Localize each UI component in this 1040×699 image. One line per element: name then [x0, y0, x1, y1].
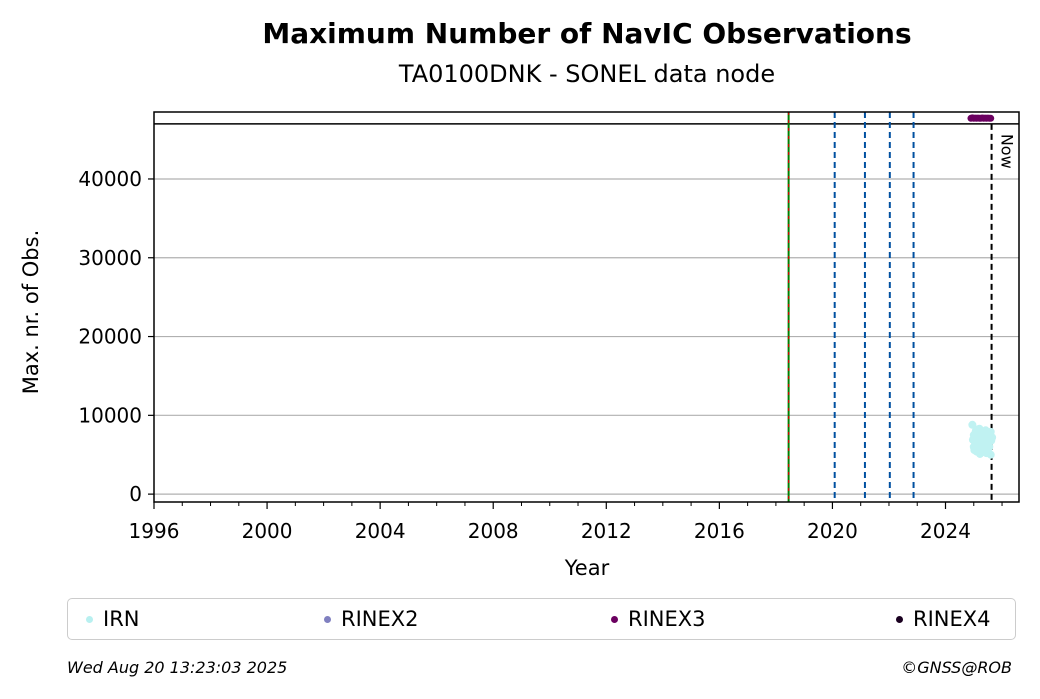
legend-marker-rinex4 [896, 615, 903, 623]
legend-label-irn: IRN [103, 607, 140, 631]
legend-label-rinex3: RINEX3 [628, 607, 706, 631]
legend-item-rinex3: RINEX3 [611, 599, 706, 639]
y-tick-label: 10000 [78, 403, 142, 427]
points-layer [967, 114, 997, 459]
chart-subtitle: TA0100DNK - SONEL data node [398, 60, 775, 88]
x-tick-label: 1996 [129, 519, 180, 543]
legend-marker-rinex3 [611, 615, 618, 623]
legend-marker-irn [86, 615, 93, 623]
legend-item-rinex4: RINEX4 [896, 599, 991, 639]
data-point-irn [975, 424, 984, 433]
x-axis: 1996 2000 2004 2008 2012 2016 2020 2024 [129, 502, 1003, 543]
data-point-rinex3 [987, 114, 995, 122]
chart: Maximum Number of NavIC Observations TA0… [19, 17, 1020, 580]
data-point-irn [983, 442, 992, 451]
y-axis: 0 10000 20000 30000 40000 [78, 167, 154, 506]
x-tick-label: 2008 [468, 519, 519, 543]
footer-credit: ©GNSS@ROB [901, 658, 1012, 677]
footer-timestamp: Wed Aug 20 13:23:03 2025 [67, 658, 288, 677]
legend: IRN RINEX2 RINEX3 RINEX4 [67, 598, 1016, 640]
y-tick-label: 30000 [78, 246, 142, 270]
chart-title: Maximum Number of NavIC Observations [262, 17, 911, 50]
x-tick-label: 2024 [920, 519, 971, 543]
x-tick-label: 2020 [807, 519, 858, 543]
plot-frame [153, 111, 1020, 503]
legend-item-irn: IRN [86, 599, 140, 639]
y-tick-label: 0 [129, 482, 142, 506]
legend-item-rinex2: RINEX2 [324, 599, 419, 639]
data-point-irn [981, 429, 990, 438]
y-axis-label: Max. nr. of Obs. [19, 230, 43, 395]
legend-label-rinex2: RINEX2 [341, 607, 419, 631]
grid-layer [154, 178, 1019, 495]
x-axis-label: Year [564, 556, 610, 580]
x-tick-label: 2012 [581, 519, 632, 543]
vline-layer: Now [154, 112, 1019, 502]
x-tick-label: 2004 [355, 519, 406, 543]
x-tick-label: 2000 [242, 519, 293, 543]
legend-label-rinex4: RINEX4 [913, 607, 991, 631]
data-point-irn [986, 450, 995, 459]
x-tick-label: 2016 [694, 519, 745, 543]
y-tick-label: 40000 [78, 167, 142, 191]
now-label: Now [998, 134, 1017, 169]
y-tick-label: 20000 [78, 325, 142, 349]
legend-marker-rinex2 [324, 615, 331, 623]
